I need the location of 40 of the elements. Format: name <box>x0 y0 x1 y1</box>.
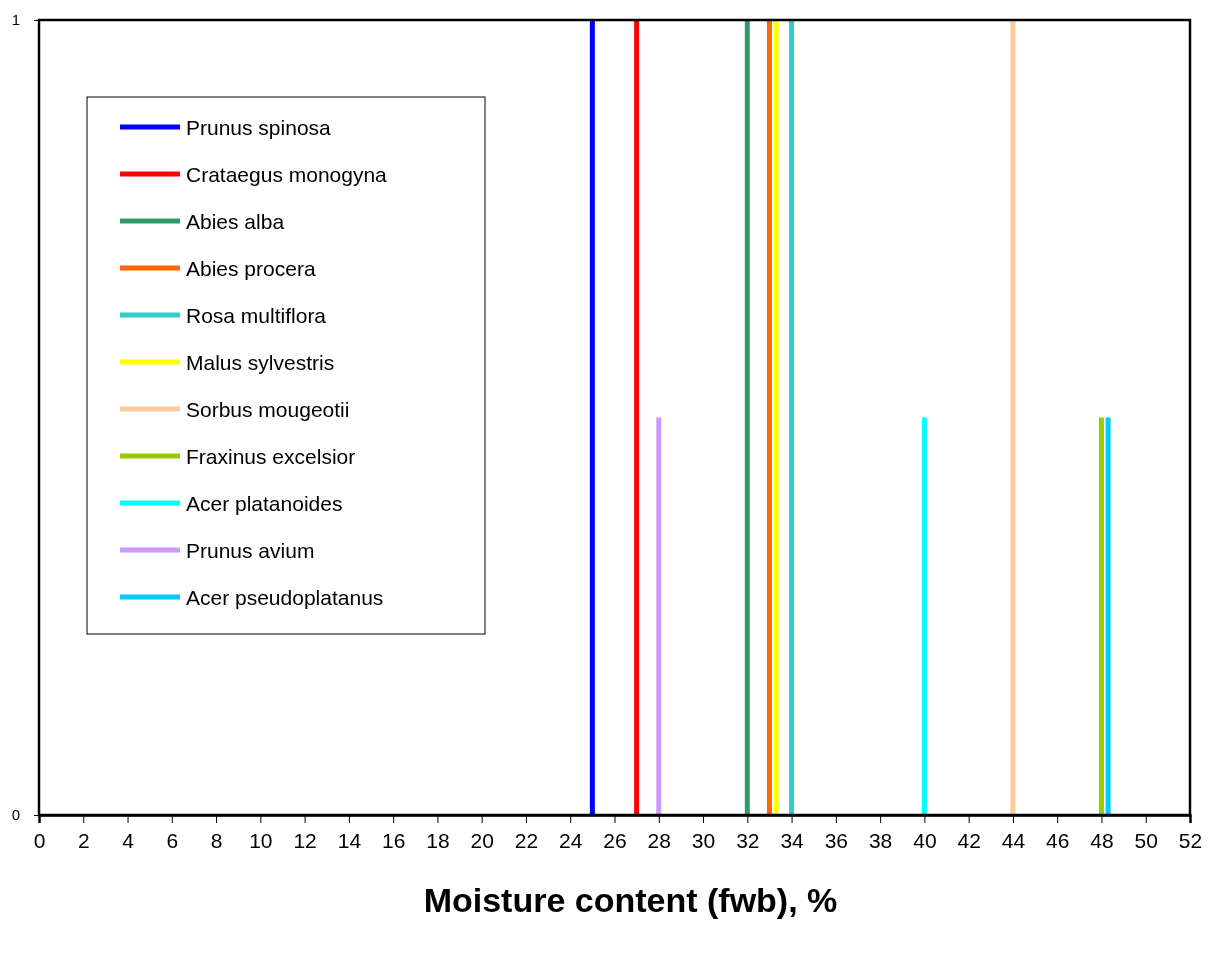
x-tick-label: 28 <box>647 828 671 852</box>
x-tick-label: 38 <box>868 828 893 852</box>
x-tick-label: 44 <box>1001 828 1026 852</box>
legend-label: Crataegus monogyna <box>186 163 388 186</box>
x-tick-label: 12 <box>293 828 317 852</box>
x-tick-label: 52 <box>1178 828 1203 852</box>
x-tick-label: 36 <box>824 828 849 852</box>
x-tick-label: 18 <box>426 828 450 852</box>
legend-label: Malus sylvestris <box>186 351 335 374</box>
legend-label: Prunus spinosa <box>186 116 332 139</box>
x-tick-label: 10 <box>249 828 273 852</box>
legend-label: Prunus avium <box>186 539 315 562</box>
x-axis-title: Moisture content (fwb), % <box>423 881 838 919</box>
x-tick-label: 48 <box>1090 828 1114 852</box>
x-tick-label: 34 <box>780 828 805 852</box>
legend-label: Abies procera <box>186 257 316 280</box>
legend-label: Rosa multiflora <box>186 304 327 327</box>
x-tick-label: 24 <box>559 828 583 852</box>
x-tick-label: 22 <box>514 828 539 852</box>
legend-label: Abies alba <box>186 210 285 233</box>
x-tick-label: 50 <box>1134 828 1158 852</box>
legend-label: Sorbus mougeotii <box>186 398 350 421</box>
legend-label: Acer platanoides <box>186 492 343 515</box>
x-tick-label: 26 <box>603 828 627 852</box>
x-tick-label: 4 <box>122 828 135 852</box>
x-tick-label: 6 <box>166 828 179 852</box>
x-tick-label: 16 <box>381 828 406 852</box>
x-tick-label: 0 <box>33 828 46 852</box>
x-tick-label: 14 <box>337 828 362 852</box>
x-tick-label: 2 <box>77 828 90 852</box>
x-tick-label: 46 <box>1046 828 1070 852</box>
x-tick-label: 30 <box>691 828 716 852</box>
x-tick-label: 42 <box>957 828 981 852</box>
x-tick-label: 20 <box>470 828 494 852</box>
legend-label: Fraxinus excelsior <box>186 445 356 468</box>
x-tick-label: 40 <box>913 828 937 852</box>
x-tick-label: 8 <box>210 828 223 852</box>
x-tick-label: 32 <box>736 828 760 852</box>
legend-label: Acer pseudoplatanus <box>186 586 384 609</box>
y-tick-label: 1 <box>11 11 20 29</box>
